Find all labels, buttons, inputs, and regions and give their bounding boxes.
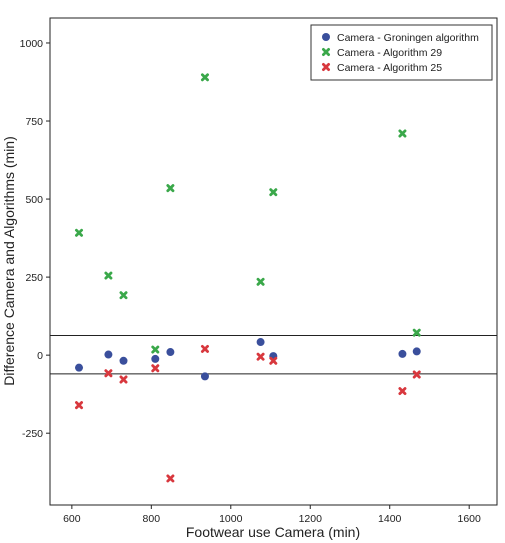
legend-box <box>310 24 493 81</box>
reference-lines <box>50 334 497 375</box>
x-tick-label: 1400 <box>378 513 402 525</box>
legend: Camera - Groningen algorithm Camera - Alg… <box>310 24 493 81</box>
data-point-series-1 <box>200 73 209 82</box>
x-tick-label: 800 <box>143 513 161 525</box>
x-tick-label: 1600 <box>458 513 482 525</box>
legend-label-2: Camera - Algorithm 25 <box>337 62 442 74</box>
legend-marker-0 <box>322 33 330 41</box>
x-axis: 600 800 1000 1200 1400 1600 <box>63 505 481 525</box>
data-point-series-0 <box>256 338 265 347</box>
data-point-series-2 <box>151 364 160 373</box>
y-tick-label: 750 <box>25 116 43 128</box>
data-point-series-0 <box>75 363 84 372</box>
data-point-series-1 <box>104 271 113 280</box>
data-point-series-1 <box>119 291 128 300</box>
plot-frame <box>49 17 498 506</box>
data-point-series-0 <box>166 348 175 357</box>
data-point-series-2 <box>75 401 84 410</box>
data-point-series-1 <box>75 228 84 237</box>
x-tick-label: 600 <box>63 513 81 525</box>
data-point-series-2 <box>269 356 278 365</box>
data-point-series-2 <box>119 375 128 384</box>
x-axis-title: Footwear use Camera (min) <box>186 524 360 540</box>
y-axis-title: Difference Camera and Algorithms (min) <box>1 136 17 386</box>
data-point-series-1 <box>256 277 265 286</box>
legend-label-0: Camera - Groningen algorithm <box>337 32 479 44</box>
legend-marker-2 <box>321 63 331 71</box>
data-point-series-1 <box>398 129 407 138</box>
data-point-series-2 <box>256 352 265 361</box>
legend-items: Camera - Groningen algorithm Camera - Alg… <box>321 32 479 74</box>
data-point-series-2 <box>166 474 175 483</box>
y-tick-label: 1000 <box>20 38 44 50</box>
legend-marker-1 <box>321 48 331 56</box>
data-point-series-2 <box>412 370 421 379</box>
legend-label-1: Camera - Algorithm 29 <box>337 47 442 59</box>
y-axis: 1000 750 500 250 0 -250 <box>20 38 50 440</box>
data-point-series-1 <box>269 188 278 197</box>
y-tick-label: -250 <box>22 428 43 440</box>
data-point-series-0 <box>412 347 421 356</box>
data-point-series-2 <box>398 387 407 396</box>
data-point-series-0 <box>119 356 128 365</box>
x-tick-label: 1000 <box>219 513 243 525</box>
data-point-series-0 <box>151 354 160 363</box>
data-point-series-2 <box>200 344 209 353</box>
data-point-series-1 <box>166 184 175 193</box>
data-points <box>75 73 421 483</box>
data-point-series-2 <box>104 369 113 378</box>
y-tick-label: 250 <box>25 272 43 284</box>
x-tick-label: 1200 <box>299 513 323 525</box>
y-tick-label: 500 <box>25 194 43 206</box>
data-point-series-1 <box>151 345 160 354</box>
data-point-series-0 <box>200 372 209 381</box>
data-point-series-1 <box>412 328 421 337</box>
y-tick-label: 0 <box>37 350 43 362</box>
data-point-series-0 <box>104 350 113 359</box>
data-point-series-0 <box>398 349 407 358</box>
